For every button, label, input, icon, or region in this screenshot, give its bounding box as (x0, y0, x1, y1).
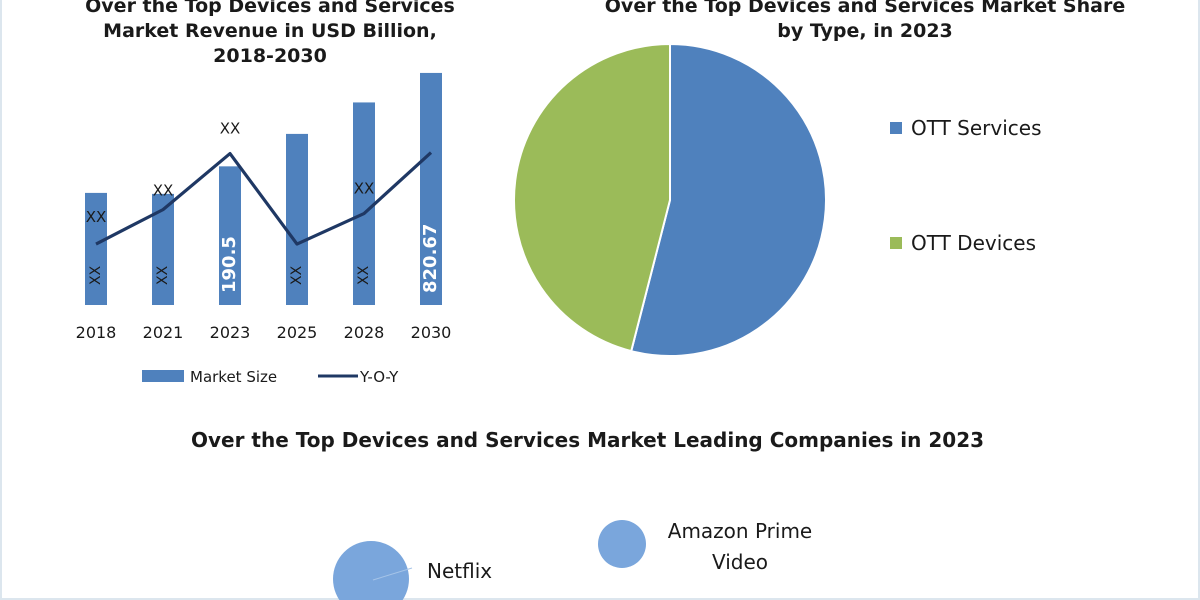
x-tick-label-2021: 2021 (143, 323, 184, 342)
bar-2025 (286, 133, 308, 305)
yoy-data-label-2028: XX (354, 180, 375, 198)
legend-swatch-market-size (142, 370, 184, 382)
bar-2023 (219, 166, 241, 305)
yoy-data-label-2023: XX (220, 120, 241, 138)
x-tick-label-2025: 2025 (277, 323, 318, 342)
companies-chart-title: Over the Top Devices and Services Market… (190, 428, 985, 452)
bubble-label-netflix: Netflix (427, 559, 492, 583)
x-tick-label-2023: 2023 (210, 323, 251, 342)
yoy-line (95, 151, 433, 246)
bar-data-label-2021: XX (155, 265, 171, 285)
legend-label-yoy: Y-O-Y (359, 368, 399, 386)
bar-2018 (85, 192, 107, 305)
pie-slice-ott-services (629, 42, 827, 357)
bar-data-label-2023: 190.5 (219, 236, 240, 293)
legend-swatch-ott-devices (890, 237, 902, 249)
bubble-amazon-prime-video (598, 520, 646, 568)
bar-data-label-2025: XX (289, 265, 305, 285)
bar-2030 (420, 72, 442, 305)
bar-2021 (152, 193, 174, 305)
bar-data-label-2030: 820.67 (420, 224, 441, 293)
yoy-data-label-2021: XX (153, 182, 174, 200)
pie-slice-ott-devices (513, 42, 671, 353)
bar-2028 (353, 102, 375, 305)
pie-chart-title: Over the Top Devices and Services Market… (604, 0, 1126, 42)
bar-data-label-2018: XX (88, 265, 104, 285)
bubble-netflix (333, 541, 409, 600)
bubble-label-amazon-prime-video-line2: Video (712, 550, 768, 574)
x-tick-label-2028: 2028 (344, 323, 385, 342)
legend-label-ott-devices: OTT Devices (911, 231, 1036, 255)
bar-data-label-2028: XX (356, 265, 372, 285)
yoy-data-label-2018: XX (86, 208, 107, 226)
legend-swatch-ott-services (890, 122, 902, 134)
x-tick-label-2018: 2018 (76, 323, 117, 342)
legend-label-market-size: Market Size (190, 368, 277, 386)
legend-label-ott-services: OTT Services (911, 116, 1042, 140)
bar-chart-title: Over the Top Devices and Services Market… (85, 0, 455, 67)
bubble-leader-netflix (372, 567, 413, 581)
bubble-label-amazon-prime-video: Amazon Prime (668, 519, 812, 543)
x-tick-label-2030: 2030 (411, 323, 452, 342)
